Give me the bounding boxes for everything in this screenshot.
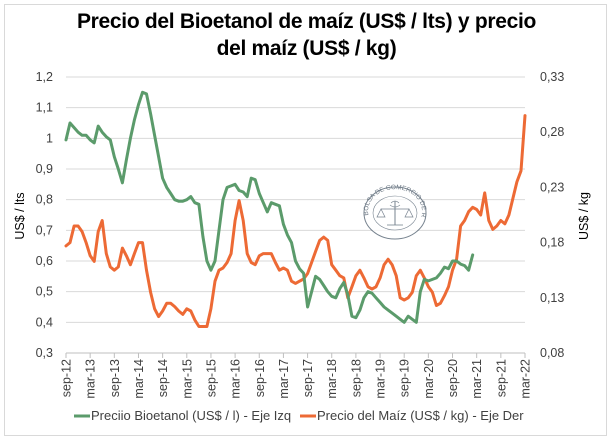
x-tick-label: mar-18 [325, 359, 339, 399]
y-right-tick-label: 0,13 [540, 291, 564, 305]
x-tick-label: mar-19 [374, 359, 388, 399]
y-right-tick-label: 0,23 [540, 180, 564, 194]
y-left-tick-label: 1,2 [36, 70, 53, 84]
x-tick-label: mar-17 [277, 359, 291, 399]
series-maiz-line [64, 114, 527, 328]
y-left-tick-label: 0,7 [36, 223, 53, 237]
y-left-tick-label: 0,3 [36, 346, 53, 360]
legend-label: Precio del Maíz (US$ / kg) - Eje Der [317, 408, 524, 423]
y-left-tick-label: 0,6 [36, 254, 53, 268]
x-tick-label: sep-17 [301, 359, 315, 397]
legend: Preciio Bioetanol (US$ / l) - Eje Izq Pre… [74, 408, 524, 423]
x-tick-label: mar-20 [422, 359, 436, 399]
series-bioetanol-line [64, 90, 475, 324]
chart-title-line-1: Precio del Bioetanol de maíz (US$ / lts)… [76, 10, 537, 33]
x-axis: sep-12 mar-13 sep-13 mar-14 sep-14 mar-15 sep-… [60, 353, 533, 399]
y-axis-left-ticks: 1,2 1,1 1 0,9 0,8 0,7 0,6 0,5 0,4 0,3 [36, 70, 53, 360]
chart-title: Precio del Bioetanol de maíz (US$ / lts)… [0, 8, 613, 62]
y-left-tick-label: 1 [46, 131, 53, 145]
y-left-tick-label: 0,4 [36, 315, 53, 329]
y-axis-right-label: US$ / kg [577, 192, 591, 240]
x-tick-label: sep-18 [349, 359, 363, 397]
y-right-tick-label: 0,18 [540, 236, 564, 250]
legend-label: Preciio Bioetanol (US$ / l) - Eje Izq [91, 408, 291, 423]
x-tick-label: sep-15 [204, 359, 218, 397]
x-tick-label: sep-21 [494, 359, 508, 397]
y-left-tick-label: 1,1 [36, 101, 53, 115]
y-axis-left-label: US$ / lts [13, 192, 27, 239]
x-tick-label: mar-15 [180, 359, 194, 399]
y-axis-right-ticks: 0,33 0,28 0,23 0,18 0,13 0,08 [540, 70, 564, 360]
y-left-tick-label: 0,5 [36, 285, 53, 299]
gridlines [66, 76, 525, 354]
x-tick-label: mar-22 [519, 359, 533, 399]
y-right-tick-label: 0,28 [540, 125, 564, 139]
x-tick-label: sep-20 [446, 359, 460, 397]
series-lines [64, 90, 527, 328]
y-right-tick-label: 0,08 [540, 346, 564, 360]
x-tick-label: mar-13 [84, 359, 98, 399]
x-tick-label: sep-19 [398, 359, 412, 397]
x-tick-label: sep-14 [156, 359, 170, 397]
x-tick-label: sep-13 [108, 359, 122, 397]
x-tick-label: sep-16 [253, 359, 267, 397]
y-left-tick-label: 0,8 [36, 193, 53, 207]
y-right-tick-label: 0,33 [540, 70, 564, 84]
y-left-tick-label: 0,9 [36, 162, 53, 176]
bolsa-comercio-rosario-logo: BOLSA DE COMERCIO DE ROSARIO [363, 184, 427, 240]
x-tick-label: mar-21 [470, 359, 484, 399]
x-tick-label: sep-12 [60, 359, 74, 397]
x-tick-label: mar-14 [132, 359, 146, 399]
x-tick-label: mar-16 [229, 359, 243, 399]
chart-title-line-2: del maíz (US$ / kg) [216, 37, 397, 60]
